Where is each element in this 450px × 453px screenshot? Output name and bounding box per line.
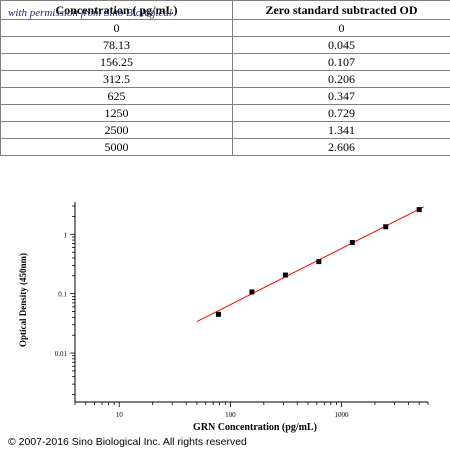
table-row: 1250 0.729 bbox=[0, 104, 450, 122]
data-point bbox=[282, 272, 288, 278]
data-point bbox=[383, 224, 389, 230]
cell-od: 0.107 bbox=[232, 53, 450, 71]
table-row: 5000 2.606 bbox=[0, 138, 450, 156]
column-header-concentration: Concentration ( pg/mL) bbox=[0, 0, 233, 20]
cell-concentration: 2500 bbox=[0, 121, 233, 139]
table-row: 312.5 0.206 bbox=[0, 70, 450, 88]
y-tick-label: 1 bbox=[64, 231, 68, 239]
cell-od: 0.206 bbox=[232, 70, 450, 88]
data-point bbox=[249, 289, 255, 295]
y-tick-label: 0.1 bbox=[58, 291, 67, 299]
cell-od: 0.729 bbox=[232, 104, 450, 122]
chart-svg: 10 100 1000 0.01 0.1 1 GRN Concentration (pg/… bbox=[18, 202, 429, 433]
cell-od: 0.347 bbox=[232, 87, 450, 105]
x-tick-label: 1000 bbox=[335, 411, 350, 419]
standard-curve-table: Concentration ( pg/mL) Zero standard sub… bbox=[0, 0, 450, 156]
fit-line-group bbox=[196, 206, 425, 322]
fit-line bbox=[196, 206, 425, 322]
axes bbox=[74, 202, 428, 403]
cell-concentration: 625 bbox=[0, 87, 233, 105]
x-tick-label: 10 bbox=[116, 411, 124, 419]
data-point bbox=[416, 207, 422, 213]
standard-curve-chart: 10 100 1000 0.01 0.1 1 GRN Concentration (pg/… bbox=[0, 190, 450, 440]
table-row: 0 0 bbox=[0, 19, 450, 37]
axis-ticks: 10 100 1000 0.01 0.1 1 bbox=[55, 205, 429, 419]
cell-od: 2.606 bbox=[232, 138, 450, 156]
cell-concentration: 156.25 bbox=[0, 53, 233, 71]
data-point bbox=[316, 259, 322, 265]
data-points bbox=[215, 207, 422, 317]
y-tick-label: 0.01 bbox=[55, 350, 68, 358]
y-axis-label: Optical Density (450nm) bbox=[18, 253, 28, 347]
table-header-row: Concentration ( pg/mL) Zero standard sub… bbox=[0, 0, 450, 20]
copyright-notice: © 2007-2016 Sino Biological Inc. All rig… bbox=[8, 436, 247, 448]
cell-od: 0.045 bbox=[232, 36, 450, 54]
cell-od: 1.341 bbox=[232, 121, 450, 139]
cell-concentration: 312.5 bbox=[0, 70, 233, 88]
column-header-od: Zero standard subtracted OD bbox=[232, 0, 450, 20]
standard-table-container: Concentration ( pg/mL) Zero standard sub… bbox=[0, 0, 450, 156]
cell-concentration: 1250 bbox=[0, 104, 233, 122]
data-point bbox=[215, 311, 221, 317]
data-point bbox=[349, 239, 355, 245]
cell-concentration: 78.13 bbox=[0, 36, 233, 54]
x-axis-label: GRN Concentration (pg/mL) bbox=[193, 422, 317, 433]
cell-concentration: 0 bbox=[0, 19, 233, 37]
cell-od: 0 bbox=[232, 19, 450, 37]
table-row: 156.25 0.107 bbox=[0, 53, 450, 71]
table-row: 78.13 0.045 bbox=[0, 36, 450, 54]
table-row: 625 0.347 bbox=[0, 87, 450, 105]
cell-concentration: 5000 bbox=[0, 138, 233, 156]
x-tick-label: 100 bbox=[225, 411, 236, 419]
table-row: 2500 1.341 bbox=[0, 121, 450, 139]
